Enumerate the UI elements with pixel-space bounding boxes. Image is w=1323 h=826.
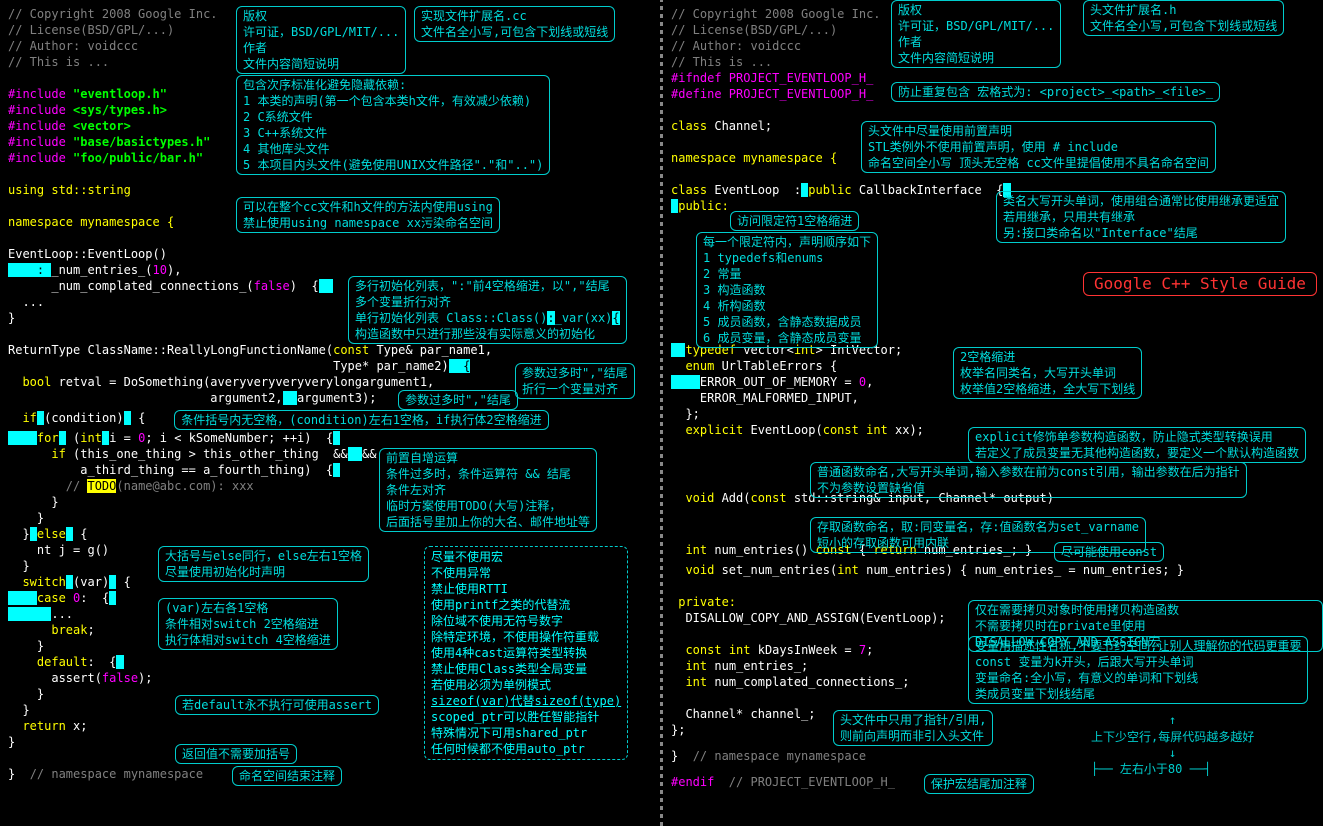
header-annotation-box: 版权 许可证，BSD/GPL/MIT/... 作者 文件内容简短说明 bbox=[236, 6, 406, 74]
copyright-line: // Copyright 2008 Google Inc. bbox=[8, 7, 218, 21]
declaration-order-box: 每一个限定符内，声明顺序如下 1 typedefs和enums2 常量 3 构造… bbox=[696, 232, 878, 348]
ctor-annotation-box: 多行初始化列表，":"前4空格缩进，以","结尾 多个变量折行对齐 单行初始化列… bbox=[348, 276, 627, 344]
file-ext-box: 实现文件扩展名.cc 文件名全小写,可包含下划线或短线 bbox=[414, 6, 615, 42]
guidelines-dashed-box: 尽量不使用宏不使用异常禁止使用RTTI 使用printf之类的代替流除位域不使用… bbox=[424, 546, 628, 760]
using-box: 可以在整个cc文件和h文件的方法内使用using禁止使用using namesp… bbox=[236, 197, 500, 233]
using-line: using std::string bbox=[8, 183, 131, 197]
dimension-annotation: ↑ 上下少空行,每屏代码越多越好 ↓ ├── 左右小于80 ──┤ bbox=[1091, 712, 1254, 777]
left-pane: // Copyright 2008 Google Inc. // License… bbox=[0, 0, 660, 826]
right-pane: // Copyright 2008 Google Inc. // License… bbox=[663, 0, 1323, 826]
title-box: Google C++ Style Guide bbox=[1083, 272, 1317, 296]
for-box: 前置自增运算条件过多时，条件运算符 && 结尾 条件左对齐临时方案使用TODO(… bbox=[379, 448, 597, 532]
include-order-box: 包含次序标准化避免隐藏依赖: 1 本类的声明(第一个包含本类h文件，有效减少依赖… bbox=[236, 75, 550, 175]
